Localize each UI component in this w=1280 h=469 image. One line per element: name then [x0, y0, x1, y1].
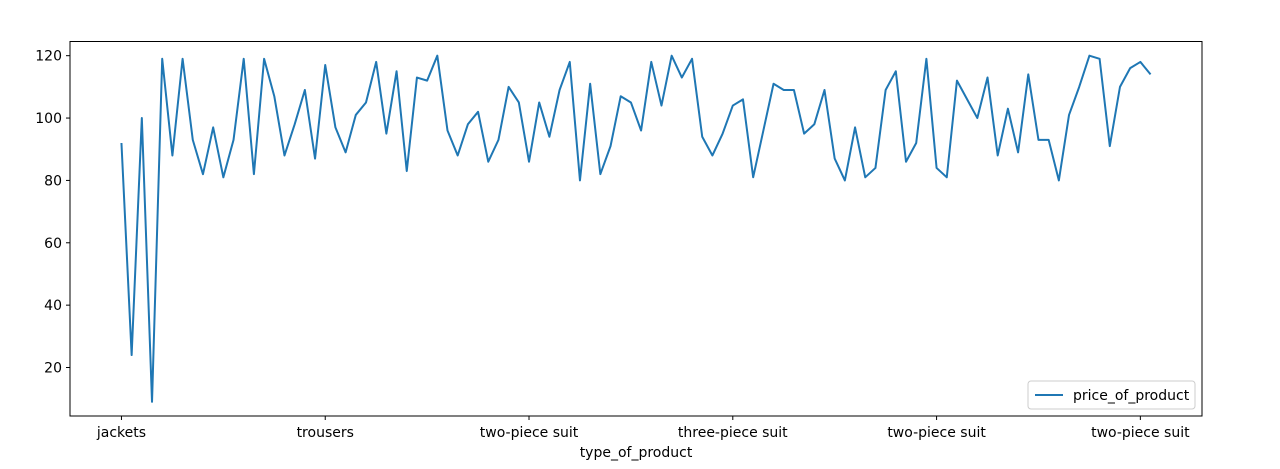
x-tick-label: two-piece suit	[480, 425, 579, 441]
legend-box	[1027, 380, 1196, 410]
y-tick-label: 40	[44, 298, 62, 314]
x-tick-label: three-piece suit	[678, 425, 788, 441]
legend: price_of_product	[1027, 380, 1196, 410]
y-tick-label: 100	[35, 111, 62, 127]
plot-area-frame	[69, 41, 1203, 417]
y-tick-label: 80	[44, 173, 62, 189]
y-tick-label: 20	[44, 361, 62, 377]
x-tick-label: two-piece suit	[1091, 425, 1190, 441]
x-tick-label: two-piece suit	[887, 425, 986, 441]
x-axis-label: type_of_product	[580, 445, 693, 461]
series-line-price-of-product	[120, 54, 1152, 403]
x-axis-ticks: jackets trousers two-piece suit three-piece…	[96, 416, 1190, 441]
legend-label: price_of_product	[1073, 388, 1190, 404]
x-tick-label: trousers	[297, 425, 354, 441]
y-axis-ticks: 20 40 60 80 100 120	[35, 49, 70, 377]
y-tick-label: 60	[44, 236, 62, 252]
x-tick-label: jackets	[96, 425, 146, 441]
y-tick-label: 120	[35, 49, 62, 65]
